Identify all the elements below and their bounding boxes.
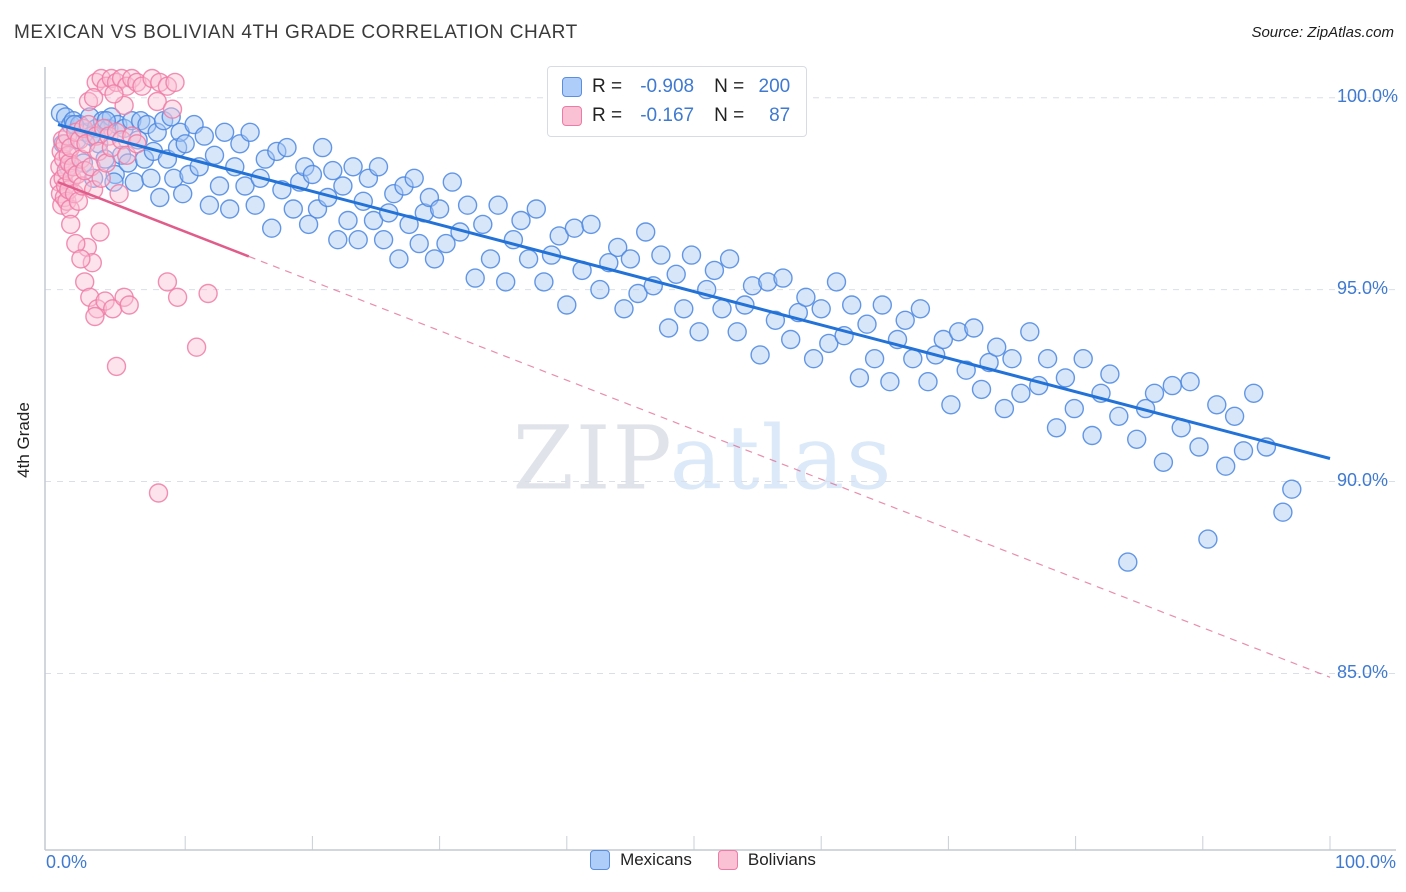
r-value-mexicans: -0.908 xyxy=(640,76,695,97)
bolivians-swatch-icon xyxy=(562,106,582,126)
stats-legend-box: R = -0.908 N = 200 R = -0.167 N = 87 xyxy=(547,66,808,137)
mexicans-legend-swatch-icon xyxy=(590,850,611,870)
mexicans-swatch-icon xyxy=(562,77,582,97)
n-value-mexicans: 200 xyxy=(758,76,791,97)
stats-row-bolivians: R = -0.167 N = 87 xyxy=(562,105,790,127)
watermark-zip-text: ZIP xyxy=(512,406,670,510)
y-tick-label-85: 85.0% xyxy=(1337,662,1389,682)
n-value-bolivians: 87 xyxy=(769,105,791,126)
legend-item-mexicans: Mexicans xyxy=(590,850,692,870)
x-axis-min-label: 0.0% xyxy=(46,852,88,872)
series-legend: Mexicans Bolivians xyxy=(0,850,1406,870)
r-label: R = xyxy=(592,105,623,126)
legend-item-bolivians: Bolivians xyxy=(717,850,816,870)
r-value-bolivians: -0.167 xyxy=(640,105,695,126)
watermark-atlas-text: atlas xyxy=(669,406,894,510)
n-label: N = xyxy=(714,76,745,97)
y-tick-label-90: 90.0% xyxy=(1337,470,1389,490)
n-label: N = xyxy=(714,105,745,126)
y-axis-title: 4th Grade xyxy=(14,402,33,478)
y-tick-label-95: 95.0% xyxy=(1337,278,1389,298)
legend-label-bolivians: Bolivians xyxy=(747,850,816,869)
source-attribution: Source: ZipAtlas.com xyxy=(1251,24,1394,41)
y-tick-label-100: 100.0% xyxy=(1337,86,1399,106)
zipatlas-watermark: ZIPatlas xyxy=(513,407,894,510)
bolivians-legend-swatch-icon xyxy=(717,850,738,870)
legend-label-mexicans: Mexicans xyxy=(620,850,692,869)
chart-title: MEXICAN VS BOLIVIAN 4TH GRADE CORRELATIO… xyxy=(14,22,578,43)
stats-row-mexicans: R = -0.908 N = 200 xyxy=(562,76,790,98)
x-axis-max-label: 100.0% xyxy=(1334,852,1396,872)
r-label: R = xyxy=(592,76,623,97)
